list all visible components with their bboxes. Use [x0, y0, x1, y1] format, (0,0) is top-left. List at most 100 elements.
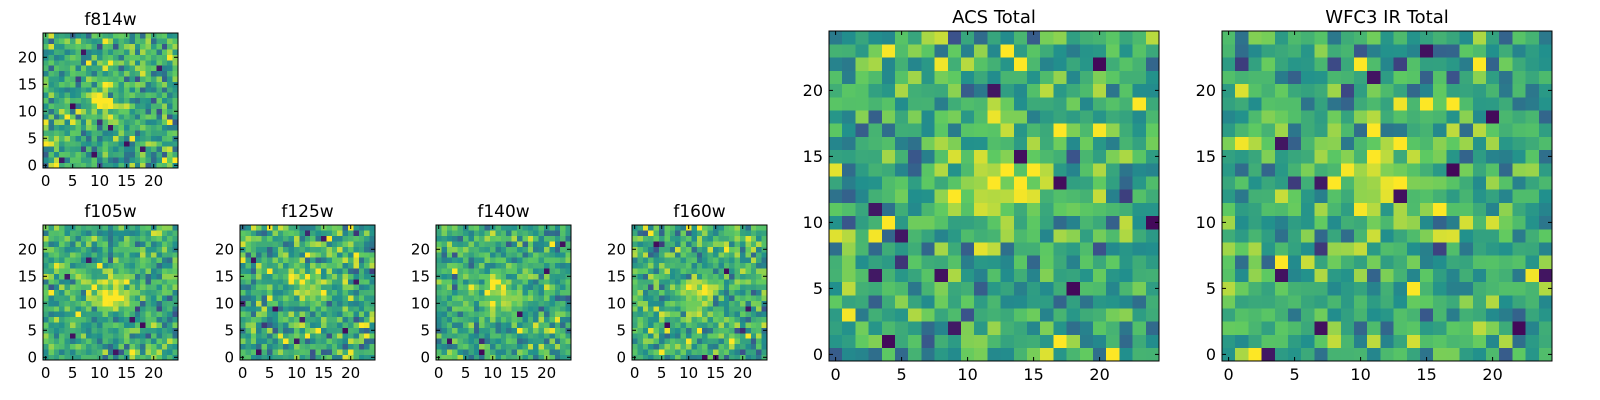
heatmap-cell [987, 176, 1001, 190]
x-tick-label: 10 [957, 365, 977, 384]
heatmap-cell [80, 349, 87, 355]
heatmap-cell [167, 333, 173, 339]
heatmap-cell [145, 241, 152, 247]
heatmap-cell [974, 31, 988, 45]
heatmap-cell [124, 130, 130, 136]
heatmap-cell [1261, 215, 1276, 230]
heatmap-cell [250, 338, 257, 345]
heatmap-cell [648, 268, 654, 274]
heatmap-cell [1145, 229, 1160, 243]
heatmap-cell [288, 230, 295, 237]
heatmap-cell [140, 295, 146, 301]
heatmap-cell [659, 311, 665, 318]
heatmap-cell [299, 246, 306, 253]
heatmap-cell [691, 349, 698, 355]
heatmap-cell [113, 108, 119, 115]
heatmap-cell [1314, 123, 1328, 137]
heatmap-cell [868, 31, 883, 45]
x-tick-label: 15 [510, 364, 529, 382]
heatmap-cell [48, 157, 55, 163]
heatmap-cell [75, 246, 82, 253]
heatmap-cell [457, 289, 464, 296]
heatmap-cell [364, 252, 370, 258]
heatmap-cell [272, 338, 279, 345]
heatmap-cell [1132, 242, 1147, 256]
y-tick-label: 10 [803, 213, 823, 232]
heatmap-cell [43, 87, 49, 93]
heatmap-cell [1053, 215, 1067, 230]
heatmap-cell [97, 65, 103, 72]
heatmap-cell [648, 333, 654, 339]
heatmap-cell [1132, 176, 1147, 190]
heatmap-cell [664, 273, 671, 280]
heatmap-cell [245, 273, 252, 280]
heatmap-cell [86, 273, 92, 280]
heatmap-cell [441, 311, 448, 318]
heatmap-cell [538, 246, 545, 253]
heatmap-cell [172, 33, 179, 39]
heatmap-cell [304, 273, 311, 280]
heatmap-cell [441, 306, 448, 312]
heatmap-cell [686, 338, 692, 345]
heatmap-cell [934, 347, 949, 362]
heatmap-cell [632, 230, 638, 237]
heatmap-cell [479, 338, 485, 345]
heatmap-cell [48, 333, 55, 339]
heatmap-cell [1512, 334, 1526, 349]
heatmap-cell [659, 252, 665, 258]
heatmap-cell [473, 289, 480, 296]
heatmap-cell [75, 70, 82, 77]
heatmap-cell [299, 316, 306, 323]
heatmap-cell [59, 316, 65, 323]
heatmap-cell [1079, 163, 1094, 177]
heatmap-cell [1472, 70, 1487, 85]
heatmap-cell [53, 151, 60, 158]
heatmap-cell [653, 316, 660, 323]
heatmap-cell [707, 279, 714, 285]
heatmap-cell [1053, 163, 1067, 177]
heatmap-cell [156, 157, 163, 163]
heatmap-cell [283, 311, 289, 318]
heatmap-cell [172, 114, 179, 120]
heatmap-cell [91, 92, 98, 99]
heatmap-cell [506, 354, 512, 361]
heatmap-cell [829, 229, 843, 243]
heatmap-cell [506, 338, 512, 345]
heatmap-cell [1446, 83, 1460, 98]
heatmap-cell [261, 295, 268, 301]
heatmap-cell [129, 279, 136, 285]
heatmap-cell [102, 38, 109, 45]
heatmap-cell [64, 157, 71, 163]
heatmap-cell [842, 281, 856, 296]
heatmap-cell [1512, 229, 1526, 243]
heatmap-cell [484, 349, 491, 355]
heatmap-cell [342, 252, 349, 258]
heatmap-cell [1145, 308, 1160, 322]
heatmap-cell [881, 83, 896, 98]
heatmap-cell [53, 146, 60, 153]
heatmap-cell [240, 262, 246, 269]
heatmap-cell [1393, 334, 1408, 349]
heatmap-cell [664, 306, 671, 312]
heatmap-cell [961, 242, 975, 256]
heatmap-cell [91, 141, 98, 147]
heatmap-cell [245, 327, 252, 334]
heatmap-cell [473, 349, 480, 355]
heatmap-cell [1248, 242, 1262, 256]
heatmap-cell [881, 31, 896, 45]
heatmap-cell [1367, 149, 1381, 164]
heatmap-cell [102, 135, 109, 142]
heatmap-cell [118, 124, 125, 131]
heatmap-cell [315, 300, 322, 307]
heatmap-cell [250, 306, 257, 312]
heatmap-cell [161, 135, 168, 142]
heatmap-cell [97, 108, 103, 115]
heatmap-cell [560, 279, 566, 285]
heatmap-cell [48, 273, 55, 280]
heatmap-cell [527, 316, 534, 323]
y-tick-label: 15 [803, 147, 823, 166]
heatmap-cell [129, 230, 136, 237]
heatmap-cell [124, 54, 130, 61]
heatmap-cell [172, 103, 179, 109]
